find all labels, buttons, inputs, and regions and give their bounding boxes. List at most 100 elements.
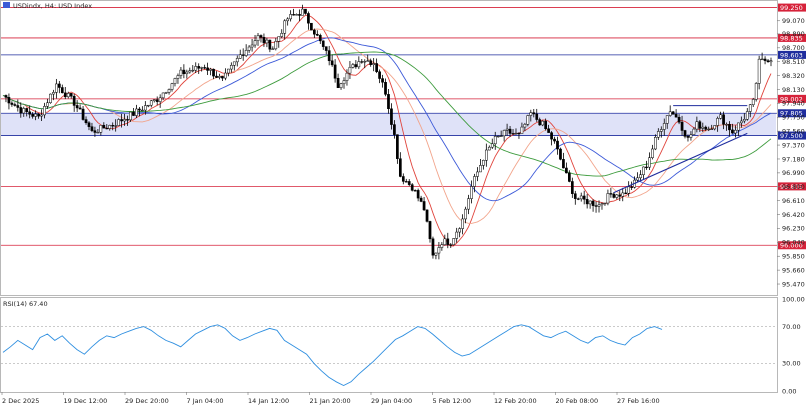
candle-body <box>707 128 711 131</box>
candle-body <box>470 186 473 199</box>
price-tick-label: 96.040 <box>782 239 805 247</box>
candle-body <box>573 193 577 199</box>
candle-body <box>10 102 14 105</box>
candle-body <box>378 71 381 79</box>
candle-body <box>141 109 144 112</box>
candle-body <box>538 119 542 126</box>
candle-body <box>728 124 731 131</box>
candle-body <box>541 120 545 126</box>
candle-body <box>301 8 304 16</box>
candle-body <box>725 124 728 126</box>
candle-body <box>482 160 485 166</box>
price-tick-label: 97.370 <box>782 141 805 149</box>
candle-body <box>452 238 456 246</box>
time-tick-label: 12 Feb 20:00 <box>494 397 537 405</box>
candle-body <box>152 99 156 102</box>
candle-body <box>677 116 681 123</box>
candle-body <box>215 75 218 78</box>
candle-body <box>529 112 533 116</box>
candle-body <box>544 120 547 130</box>
price-tick-label: 97.180 <box>782 155 805 163</box>
candle-body <box>52 92 55 95</box>
candle-body <box>517 132 521 135</box>
candle-body <box>224 72 227 79</box>
candle-body <box>384 81 387 95</box>
candle-body <box>766 60 770 63</box>
candle-body <box>535 113 539 120</box>
candle-body <box>330 60 334 66</box>
candle-body <box>496 135 500 138</box>
candle-body <box>591 200 595 206</box>
candle-body <box>609 193 613 195</box>
candle-body <box>363 61 367 63</box>
candle-body <box>238 54 242 59</box>
candle-body <box>161 92 165 99</box>
candle-body <box>410 184 414 191</box>
candle-body <box>713 125 717 130</box>
candle-body <box>375 63 378 72</box>
price-tick-label: 96.990 <box>782 169 805 177</box>
candle-body <box>37 113 40 117</box>
candle-body <box>129 111 132 121</box>
candle-body <box>689 134 693 138</box>
candle-body <box>108 125 112 129</box>
candle-body <box>244 50 248 56</box>
candle-body <box>695 121 699 130</box>
price-level-label: 96.000 <box>780 242 803 250</box>
price-tick-label: 95.850 <box>782 253 805 261</box>
rsi-line <box>2 324 663 387</box>
candle-body <box>455 231 459 239</box>
candle-body <box>256 35 260 41</box>
candle-body <box>212 68 215 77</box>
price-tick-label: 96.800 <box>782 183 805 191</box>
candle-body <box>464 208 467 220</box>
price-tick-label: 95.660 <box>782 266 805 274</box>
candle-body <box>508 128 512 134</box>
price-level-label: 98.002 <box>780 95 803 103</box>
candle-body <box>754 83 758 100</box>
candle-body <box>401 176 405 182</box>
rsi-tick-label: 70.00 <box>782 323 801 331</box>
candle-body <box>731 129 734 134</box>
time-tick-label: 21 Jan 20:00 <box>310 397 351 405</box>
candle-body <box>381 78 384 83</box>
candle-body <box>493 136 497 145</box>
candle-body <box>686 136 690 138</box>
candle-body <box>304 8 307 14</box>
price-tick-label: 97.560 <box>782 127 805 135</box>
candle-body <box>437 247 441 254</box>
candle-body <box>146 104 150 107</box>
candle-body <box>612 193 616 198</box>
candle-body <box>84 119 88 123</box>
candle-body <box>354 64 358 68</box>
candle-body <box>559 148 562 160</box>
candle-body <box>173 78 177 84</box>
candle-body <box>372 63 376 65</box>
time-axis: 2 Dec 2025 19 Dec 12:00 29 Dec 20:00 7 Jan … <box>1 392 660 405</box>
candle-body <box>114 125 118 127</box>
candle-body <box>235 58 239 63</box>
candle-body <box>407 181 411 185</box>
candle-body <box>467 198 470 210</box>
price-tick-label: 97.940 <box>782 100 805 108</box>
candle-body <box>295 14 298 16</box>
candle-body <box>229 65 233 70</box>
candle-body <box>662 123 666 130</box>
candle-body <box>748 104 752 112</box>
candle-body <box>167 89 171 93</box>
candle-body <box>594 205 598 207</box>
candle-body <box>143 105 147 111</box>
candle-body <box>268 39 272 50</box>
price-level-tag <box>778 94 806 103</box>
candle-body <box>170 83 174 90</box>
candle-body <box>390 108 393 125</box>
trendline-layer <box>613 105 748 194</box>
time-tick-label: 29 Dec 20:00 <box>125 397 169 405</box>
candle-body <box>99 124 103 133</box>
candle-body <box>550 132 553 140</box>
candle-body <box>523 124 527 128</box>
candle-body <box>606 193 610 204</box>
candle-body <box>716 118 719 126</box>
candle-body <box>398 158 402 177</box>
candle-body <box>292 14 295 16</box>
